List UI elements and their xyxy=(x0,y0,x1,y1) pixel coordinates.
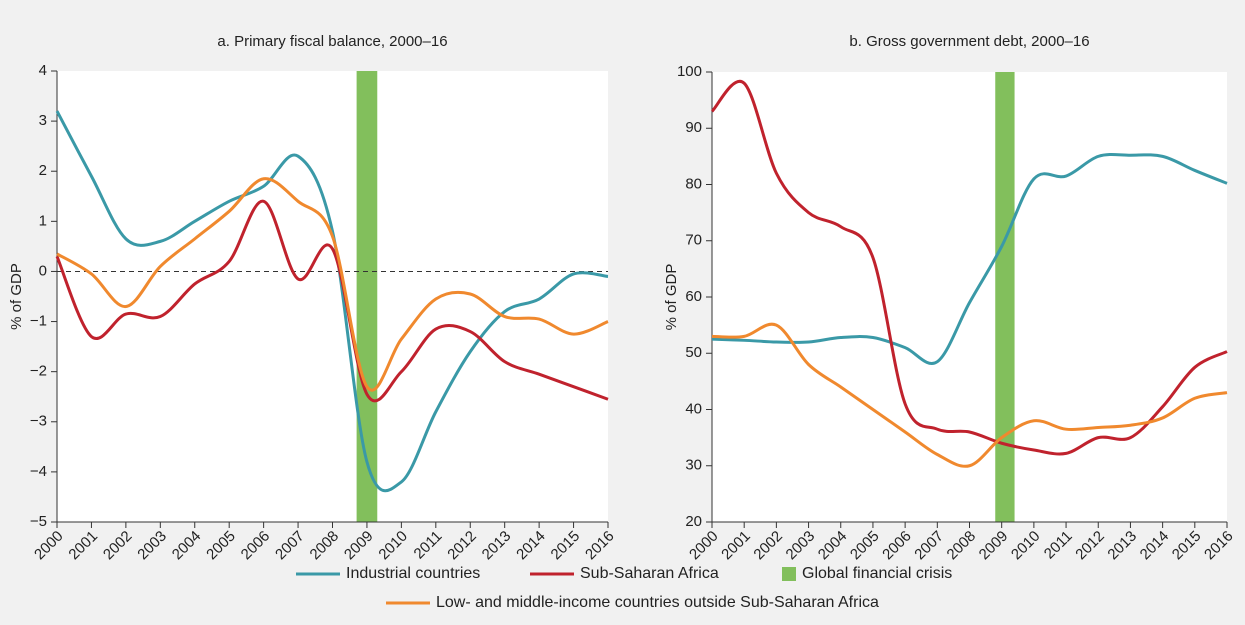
x-tick-label: 2004 xyxy=(815,528,851,564)
x-tick-label: 2003 xyxy=(783,528,819,564)
legend-label: Industrial countries xyxy=(346,565,480,582)
legend: Industrial countries Sub-Saharan Africa Gl… xyxy=(296,565,952,611)
y-tick-label: −3 xyxy=(30,413,47,430)
plot-area xyxy=(712,72,1227,522)
x-tick-label: 2004 xyxy=(169,528,205,564)
x-tick-label: 2007 xyxy=(911,528,947,564)
x-tick-label: 2008 xyxy=(944,528,980,564)
x-tick-label: 2002 xyxy=(100,528,136,564)
chart-title: a. Primary fiscal balance, 2000–16 xyxy=(217,33,447,50)
x-tick-label: 2012 xyxy=(1072,528,1108,564)
y-tick-label: −5 xyxy=(30,513,47,530)
x-tick-label: 2003 xyxy=(134,528,170,564)
x-tick-label: 2016 xyxy=(582,528,618,564)
y-tick-label: 70 xyxy=(685,232,702,249)
plot-area xyxy=(57,71,608,522)
x-tick-label: 2016 xyxy=(1201,528,1237,564)
y-tick-label: 40 xyxy=(685,400,702,417)
legend-label: Global financial crisis xyxy=(802,565,952,582)
y-axis-label: % of GDP xyxy=(663,264,680,331)
series-line xyxy=(56,177,609,392)
x-tick-label: 2015 xyxy=(548,528,584,564)
x-tick-label: 2014 xyxy=(1137,528,1173,564)
x-tick-label: 2015 xyxy=(1169,528,1205,564)
y-tick-label: 100 xyxy=(677,63,702,80)
x-tick-label: 2012 xyxy=(444,528,480,564)
legend-label: Sub-Saharan Africa xyxy=(580,565,719,582)
x-tick-label: 2006 xyxy=(238,528,274,564)
x-tick-label: 2008 xyxy=(307,528,343,564)
y-tick-label: 80 xyxy=(685,175,702,192)
y-tick-label: −4 xyxy=(30,463,47,480)
x-tick-label: 2009 xyxy=(976,528,1012,564)
x-tick-label: 2009 xyxy=(341,528,377,564)
series-line xyxy=(710,79,1228,456)
x-tick-label: 2001 xyxy=(718,528,754,564)
x-tick-label: 2000 xyxy=(686,528,722,564)
x-tick-label: 2000 xyxy=(31,528,67,564)
chart-title: b. Gross government debt, 2000–16 xyxy=(849,33,1089,50)
y-tick-label: 1 xyxy=(39,212,47,229)
y-tick-label: 90 xyxy=(685,119,702,136)
y-tick-label: −1 xyxy=(30,313,47,330)
y-tick-label: 0 xyxy=(39,262,47,279)
crisis-band xyxy=(995,72,1015,522)
x-tick-label: 2005 xyxy=(203,528,239,564)
y-axis-label: % of GDP xyxy=(8,263,25,330)
x-tick-label: 2001 xyxy=(65,528,101,564)
x-tick-label: 2011 xyxy=(411,528,446,563)
x-tick-label: 2002 xyxy=(750,528,786,564)
x-tick-label: 2010 xyxy=(375,528,411,564)
y-tick-label: −2 xyxy=(30,363,47,380)
y-tick-label: 30 xyxy=(685,457,702,474)
x-tick-label: 2013 xyxy=(1104,528,1140,564)
series-line xyxy=(711,322,1228,468)
series-line xyxy=(55,199,609,403)
legend-label: Low- and middle-income countries outside… xyxy=(436,594,879,611)
legend-swatch xyxy=(782,567,796,581)
x-tick-label: 2007 xyxy=(272,528,308,564)
x-tick-label: 2014 xyxy=(513,528,549,564)
series-line xyxy=(711,152,1228,365)
x-tick-label: 2006 xyxy=(879,528,915,564)
crisis-band xyxy=(356,71,378,522)
y-tick-label: 4 xyxy=(39,62,47,79)
y-tick-label: 50 xyxy=(685,344,702,361)
y-tick-label: 20 xyxy=(685,513,702,530)
x-tick-label: 2005 xyxy=(847,528,883,564)
x-tick-label: 2013 xyxy=(479,528,515,564)
y-tick-label: 60 xyxy=(685,288,702,305)
y-tick-label: 3 xyxy=(39,112,47,129)
x-tick-label: 2011 xyxy=(1041,528,1076,563)
x-tick-label: 2010 xyxy=(1008,528,1044,564)
y-tick-label: 2 xyxy=(39,162,47,179)
